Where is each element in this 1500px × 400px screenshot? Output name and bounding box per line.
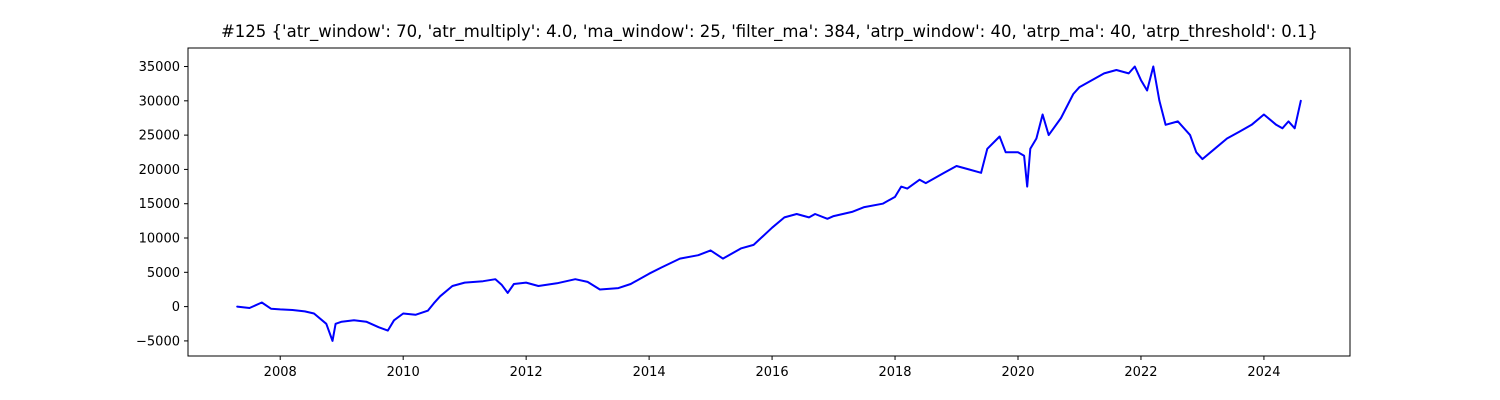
y-tick-label--5000: −5000	[136, 334, 180, 349]
axes-frame	[187, 47, 1351, 357]
y-tick-label-30000: 30000	[139, 94, 180, 109]
x-tick-label-2018: 2018	[878, 365, 911, 380]
x-tick-label-2008: 2008	[264, 365, 297, 380]
y-tick-label-20000: 20000	[139, 163, 180, 178]
y-tick-label-0: 0	[172, 300, 180, 315]
y-tick-label-15000: 15000	[139, 197, 180, 212]
chart-title: #125 {'atr_window': 70, 'atr_multiply': …	[220, 22, 1318, 41]
x-tick-label-2020: 2020	[1001, 365, 1034, 380]
x-tick-label-2022: 2022	[1124, 365, 1157, 380]
series-line-0	[236, 65, 1302, 342]
x-tick-label-2016: 2016	[756, 365, 789, 380]
y-tick-label-35000: 35000	[139, 60, 180, 75]
x-tick-label-2010: 2010	[387, 365, 420, 380]
y-tick-label-25000: 25000	[139, 129, 180, 144]
y-tick-label-10000: 10000	[139, 232, 180, 247]
x-tick-label-2014: 2014	[633, 365, 666, 380]
x-tick-label-2024: 2024	[1247, 365, 1280, 380]
x-tick-label-2012: 2012	[510, 365, 543, 380]
y-tick-label-5000: 5000	[147, 266, 180, 281]
plot-area: 2008 2010 2012 2014 2016 2018 2020 2022 2024 −500…	[136, 47, 1351, 380]
